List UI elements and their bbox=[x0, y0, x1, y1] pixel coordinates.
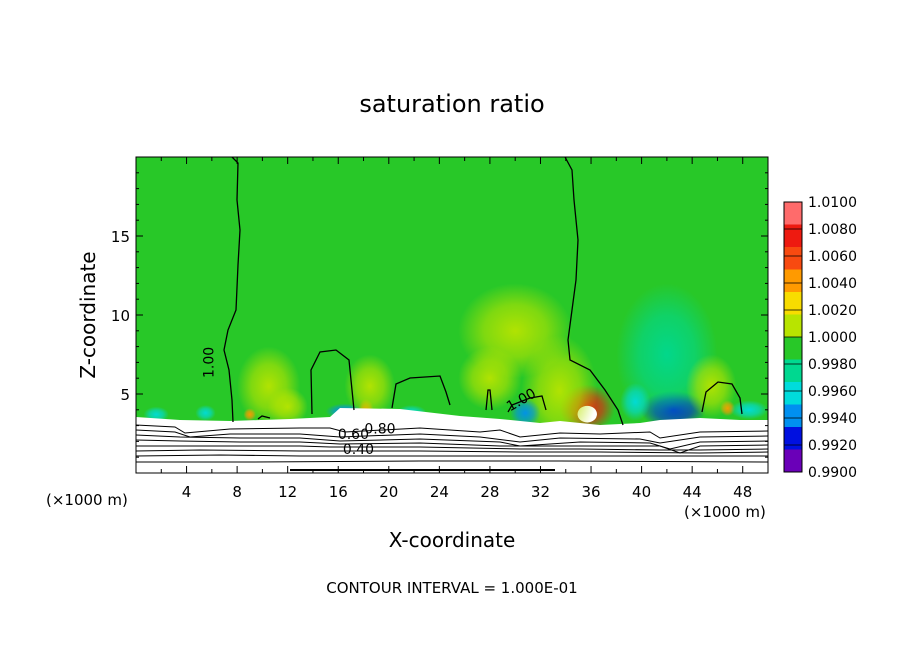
contour-label: 0.80 bbox=[364, 422, 395, 438]
contour-label: 1.00 bbox=[201, 347, 217, 378]
colorbar-swatch bbox=[784, 247, 802, 270]
colorbar-swatch bbox=[784, 359, 802, 383]
x-tick-label: 4 bbox=[182, 483, 192, 501]
unity-contours bbox=[223, 157, 743, 426]
colorbar-swatch bbox=[784, 382, 802, 405]
colorbar-label: 1.0080 bbox=[808, 222, 857, 238]
x-tick-label: 24 bbox=[430, 483, 449, 501]
y-tick-label: 5 bbox=[120, 386, 130, 404]
x-axis-ticks: 4 8 12 16 20 24 28 32 36 40 44 48 bbox=[160, 157, 752, 501]
x-tick-label: 8 bbox=[232, 483, 242, 501]
x-unit-left: (×1000 m) bbox=[46, 491, 128, 509]
x-tick-label: 36 bbox=[581, 483, 600, 501]
colorbar-swatch bbox=[784, 427, 802, 450]
field-anomaly bbox=[458, 346, 522, 410]
x-tick-label: 16 bbox=[329, 483, 348, 501]
y-tick-label: 15 bbox=[111, 228, 130, 246]
heatmap-field: 1.001.000.800.600.40 bbox=[136, 157, 768, 473]
colorbar-label: 0.9980 bbox=[808, 357, 857, 373]
colorbar-swatch bbox=[784, 449, 802, 473]
field-anomaly bbox=[344, 354, 396, 418]
field-anomaly bbox=[195, 405, 216, 421]
colorbar-label: 0.9960 bbox=[808, 384, 857, 400]
colorbar-swatch bbox=[784, 202, 802, 225]
colorbar-swatch bbox=[784, 404, 802, 428]
x-tick-label: 20 bbox=[379, 483, 398, 501]
x-unit-right: (×1000 m) bbox=[684, 503, 766, 521]
colorbar: 1.0100 1.0080 1.0060 1.0040 1.0020 1.0000 0.99… bbox=[783, 195, 857, 481]
x-tick-label: 40 bbox=[632, 483, 651, 501]
colorbar-label: 1.0000 bbox=[808, 330, 857, 346]
contour-interval-note: CONTOUR INTERVAL = 1.000E-01 bbox=[326, 579, 577, 597]
colorbar-label: 0.9920 bbox=[808, 438, 857, 454]
colorbar-label: 1.0100 bbox=[808, 195, 857, 211]
field-anomaly bbox=[237, 346, 301, 426]
field-anomaly bbox=[730, 400, 768, 420]
ground-contours bbox=[136, 424, 768, 471]
contour-label: 0.40 bbox=[343, 442, 374, 458]
colorbar-label: 1.0020 bbox=[808, 303, 857, 319]
x-tick-label: 28 bbox=[480, 483, 499, 501]
field-anomaly bbox=[620, 382, 651, 421]
colorbar-swatch bbox=[784, 292, 802, 315]
x-axis-title: X-coordinate bbox=[389, 528, 516, 552]
field-anomaly bbox=[685, 354, 737, 418]
colorbar-label: 0.9900 bbox=[808, 465, 857, 481]
colorbar-swatch bbox=[784, 337, 802, 360]
x-tick-label: 32 bbox=[531, 483, 550, 501]
y-axis-title: Z-coordinate bbox=[76, 251, 100, 378]
y-tick-label: 10 bbox=[111, 307, 130, 325]
contour-label: 0.60 bbox=[338, 427, 369, 443]
colorbar-label: 0.9940 bbox=[808, 411, 857, 427]
colorbar-swatch bbox=[784, 224, 802, 248]
x-tick-label: 12 bbox=[278, 483, 297, 501]
field-anomaly bbox=[243, 408, 257, 421]
chart-title: saturation ratio bbox=[359, 90, 544, 118]
x-tick-label: 48 bbox=[733, 483, 752, 501]
anomaly-layer bbox=[143, 283, 768, 447]
colorbar-label: 1.0040 bbox=[808, 276, 857, 292]
y-axis-ticks: 5 10 15 bbox=[111, 172, 768, 458]
x-tick-label: 44 bbox=[683, 483, 702, 501]
colorbar-swatch bbox=[784, 314, 802, 338]
colorbar-label: 1.0060 bbox=[808, 249, 857, 265]
colorbar-swatch bbox=[784, 269, 802, 293]
field-anomaly bbox=[510, 398, 541, 428]
